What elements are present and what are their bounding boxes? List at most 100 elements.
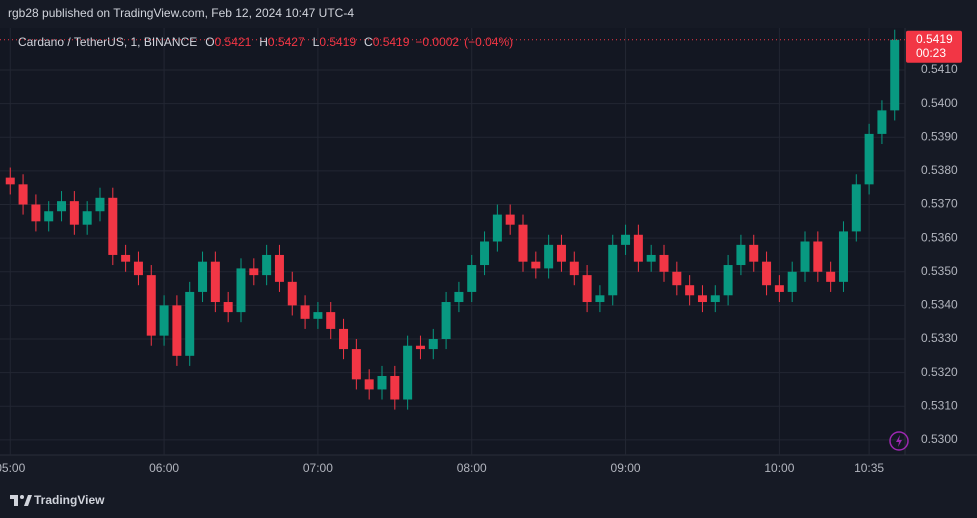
- countdown-label: 00:23: [916, 46, 946, 60]
- x-tick-label: 09:00: [611, 461, 641, 475]
- candle-body: [813, 241, 823, 272]
- candle-body: [159, 305, 169, 336]
- logo-part: [24, 495, 32, 506]
- candle-body: [749, 244, 759, 262]
- candle-body: [800, 241, 810, 272]
- candle-body: [223, 302, 233, 313]
- x-tick-label: 05:00: [0, 461, 26, 475]
- y-tick-label: 0.5330: [921, 331, 958, 345]
- candle-body: [710, 295, 720, 303]
- c-value: 0.5419: [373, 35, 410, 49]
- y-tick-label: 0.5380: [921, 163, 958, 177]
- candle-body: [249, 268, 259, 276]
- candle-body: [595, 295, 605, 303]
- candle-body: [826, 271, 836, 282]
- y-tick-label: 0.5400: [921, 96, 958, 110]
- candle-body: [697, 295, 707, 303]
- y-tick-label: 0.5310: [921, 398, 958, 412]
- logo-part: [10, 495, 18, 506]
- candle-body: [672, 271, 682, 286]
- candle-body: [351, 349, 361, 380]
- candle-body: [877, 110, 887, 134]
- candle-body: [646, 254, 656, 262]
- candle-body: [185, 291, 195, 356]
- candle-body: [480, 241, 490, 266]
- symbol: Cardano / TetherUS, 1, BINANCE: [18, 35, 197, 49]
- candle-body: [377, 375, 387, 390]
- y-tick-label: 0.5320: [921, 365, 958, 379]
- last-price-label: 0.5419: [916, 32, 953, 46]
- candles: [5, 29, 900, 410]
- x-tick-label: 07:00: [303, 461, 333, 475]
- publisher-line: rgb28 published on TradingView.com, Feb …: [8, 6, 354, 20]
- l-label: L: [313, 35, 320, 49]
- x-tick-label: 06:00: [149, 461, 179, 475]
- legend: Cardano / TetherUS, 1, BINANCE O0.5421 H0.…: [18, 35, 513, 49]
- candle-body: [723, 265, 733, 296]
- candle-body: [172, 305, 182, 356]
- candle-body: [890, 39, 900, 111]
- l-value: 0.5419: [319, 35, 356, 49]
- candle-body: [454, 291, 464, 303]
- candle-body: [339, 328, 349, 350]
- candle-body: [390, 375, 400, 400]
- candle-body: [582, 275, 592, 303]
- h-label: H: [259, 35, 268, 49]
- candle-body: [621, 234, 631, 245]
- candle-body: [787, 271, 797, 292]
- candle-body: [774, 285, 784, 292]
- candle-body: [31, 204, 41, 222]
- candle-body: [44, 211, 54, 222]
- candle-body: [736, 244, 746, 266]
- c-label: C: [364, 35, 373, 49]
- candle-body: [556, 244, 566, 262]
- icon-ring: [889, 431, 909, 451]
- o-value: 0.5421: [215, 35, 252, 49]
- candle-body: [121, 254, 131, 262]
- candle-body: [851, 184, 861, 232]
- x-tick-label: 10:35: [854, 461, 884, 475]
- last-price-box: [906, 30, 962, 63]
- candle-body: [505, 214, 515, 225]
- candle-body: [313, 312, 323, 319]
- candle-body: [57, 201, 67, 212]
- y-tick-label: 0.5340: [921, 298, 958, 312]
- x-tick-label: 08:00: [457, 461, 487, 475]
- candle-body: [659, 254, 669, 272]
- y-tick-label: 0.5410: [921, 62, 958, 76]
- h-value: 0.5427: [268, 35, 305, 49]
- x-tick-label: 10:00: [764, 461, 794, 475]
- candle-body: [838, 231, 848, 282]
- candle-body: [95, 197, 105, 212]
- candle-body: [82, 211, 92, 225]
- candle-body: [864, 133, 874, 185]
- candle-body: [633, 234, 643, 262]
- change: −0.0002: [415, 35, 459, 49]
- candle-body: [18, 184, 28, 205]
- y-tick-label: 0.5300: [921, 432, 958, 446]
- y-tick-label: 0.5350: [921, 264, 958, 278]
- candle-body: [364, 379, 374, 390]
- brand-logo: [10, 495, 32, 506]
- candle-body: [569, 261, 579, 276]
- o-label: O: [205, 35, 214, 49]
- candle-body: [441, 302, 451, 340]
- change-pct: (−0.04%): [464, 35, 513, 49]
- candle-body: [210, 261, 220, 303]
- candle-body: [544, 244, 554, 269]
- candle-body: [608, 244, 618, 296]
- y-tick-label: 0.5360: [921, 230, 958, 244]
- candle-body: [531, 261, 541, 269]
- y-tick-label: 0.5390: [921, 129, 958, 143]
- plot-area: [0, 28, 905, 455]
- candle-body: [5, 177, 15, 185]
- candle-body: [762, 261, 772, 286]
- candle-body: [403, 345, 413, 400]
- candle-body: [428, 339, 438, 350]
- brand: TradingView: [34, 493, 105, 507]
- candle-body: [685, 285, 695, 296]
- candle-body: [236, 268, 246, 313]
- candle-body: [287, 281, 297, 306]
